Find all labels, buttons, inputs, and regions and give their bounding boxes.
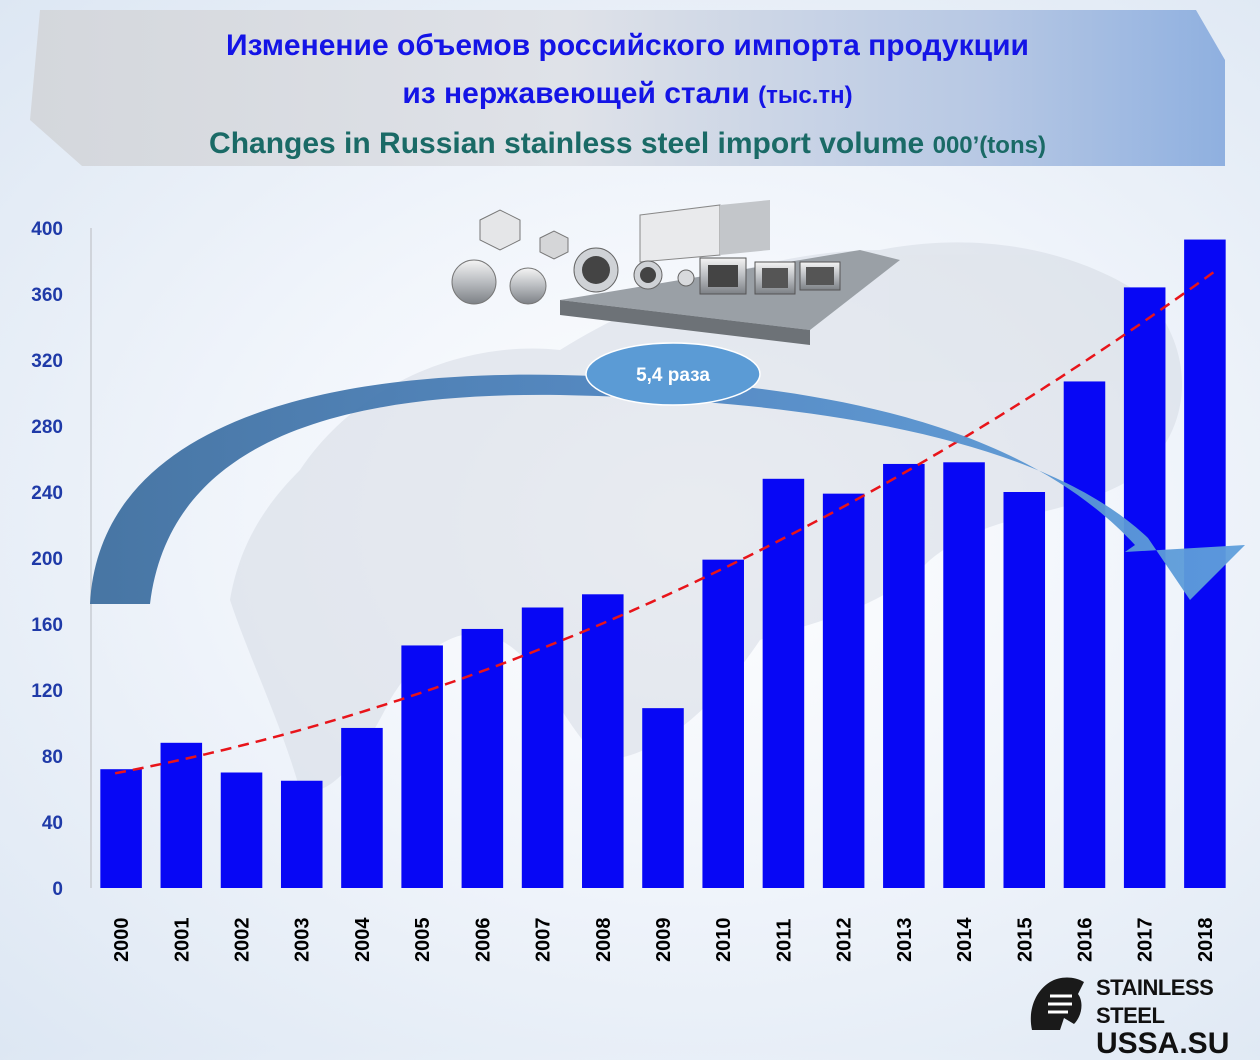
bar-2009 <box>642 708 684 888</box>
x-tick-label: 2018 <box>1195 918 1217 963</box>
y-tick-label: 40 <box>42 813 63 834</box>
bar-2003 <box>280 780 323 888</box>
bar-2007 <box>521 607 564 888</box>
x-tick-label: 2008 <box>593 918 615 963</box>
x-tick-label: 2002 <box>232 918 254 963</box>
y-tick-label: 0 <box>52 879 63 900</box>
y-tick-label: 320 <box>31 351 63 372</box>
ratio-callout: 5,4 раза <box>585 342 761 406</box>
y-tick-label: 360 <box>31 285 63 306</box>
steel-products-image <box>451 200 900 345</box>
x-tick-label: 2003 <box>292 918 314 963</box>
y-tick-label: 240 <box>31 483 63 504</box>
title-ru-line2: из нержавеющей стали (тыс.тн) <box>30 70 1225 120</box>
x-tick-label: 2005 <box>412 918 434 963</box>
logo-line2: USSA.SU <box>1096 1027 1230 1060</box>
title-banner <box>30 10 1225 166</box>
bar-2006 <box>461 628 504 888</box>
trendline <box>114 268 1218 775</box>
title-en-unit: 000’(tons) <box>932 132 1046 159</box>
bar-2014 <box>943 462 985 888</box>
y-tick-label: 120 <box>31 681 63 702</box>
knight-helmet-icon <box>1030 977 1084 1030</box>
x-tick-label: 2011 <box>773 919 795 962</box>
x-tick-label: 2001 <box>171 918 193 963</box>
title-ru-line2-text: из нержавеющей стали <box>402 77 750 110</box>
bar-2011 <box>762 478 805 888</box>
y-tick-label: 280 <box>31 417 63 438</box>
logo: STAINLESS STEEL USSA.SU <box>1024 972 1256 1059</box>
title-en: Changes in Russian stainless steel impor… <box>30 120 1225 170</box>
x-tick-label: 2006 <box>472 918 494 963</box>
bar-2002 <box>220 772 263 888</box>
x-tick-label: 2015 <box>1014 918 1036 963</box>
bars <box>100 239 1226 889</box>
x-tick-label: 2009 <box>653 918 675 963</box>
ratio-label: 5,4 раза <box>636 365 710 386</box>
x-tick-label: 2010 <box>713 918 735 963</box>
title-en-text: Changes in Russian stainless steel impor… <box>209 127 925 160</box>
title-ru-line1: Изменение объемов российского импорта пр… <box>226 29 1029 62</box>
trendline-group <box>114 268 1218 775</box>
y-tick-label: 200 <box>31 549 63 570</box>
logo-text: STAINLESS STEEL USSA.SU <box>1096 974 1256 1060</box>
title-ru-unit: (тыс.тн) <box>758 82 853 109</box>
bar-2004 <box>341 727 383 888</box>
x-tick-label: 2004 <box>352 917 374 962</box>
x-tick-label: 2013 <box>894 918 916 963</box>
logo-line1: STAINLESS STEEL <box>1096 975 1214 1028</box>
y-tick-label: 160 <box>31 615 63 636</box>
chart-title: Изменение объемов российского импорта пр… <box>30 22 1225 170</box>
bar-2013 <box>883 463 925 888</box>
x-tick-label: 2016 <box>1074 918 1096 963</box>
x-tick-label: 2000 <box>111 918 133 963</box>
y-tick-label: 80 <box>42 747 63 768</box>
x-tick-label: 2017 <box>1135 918 1157 963</box>
bar-2015 <box>1003 492 1046 888</box>
y-axis: 0 40 80 120 160 200 240 280 320 360 400 <box>31 219 63 900</box>
x-axis: 2000 2001 2002 2003 2004 2005 2006 2007 2008 2009… <box>111 917 1217 962</box>
bar-2010 <box>702 559 744 888</box>
bar-2016 <box>1063 381 1106 888</box>
bar-2008 <box>582 594 624 888</box>
y-tick-label: 400 <box>31 219 63 240</box>
bar-2012 <box>822 493 865 888</box>
bar-2005 <box>401 645 443 888</box>
bar-2001 <box>160 742 203 888</box>
x-tick-label: 2014 <box>954 917 976 962</box>
x-tick-label: 2012 <box>834 918 856 963</box>
bar-2000 <box>100 769 142 888</box>
x-tick-label: 2007 <box>533 918 555 963</box>
bar-2017 <box>1123 287 1166 888</box>
